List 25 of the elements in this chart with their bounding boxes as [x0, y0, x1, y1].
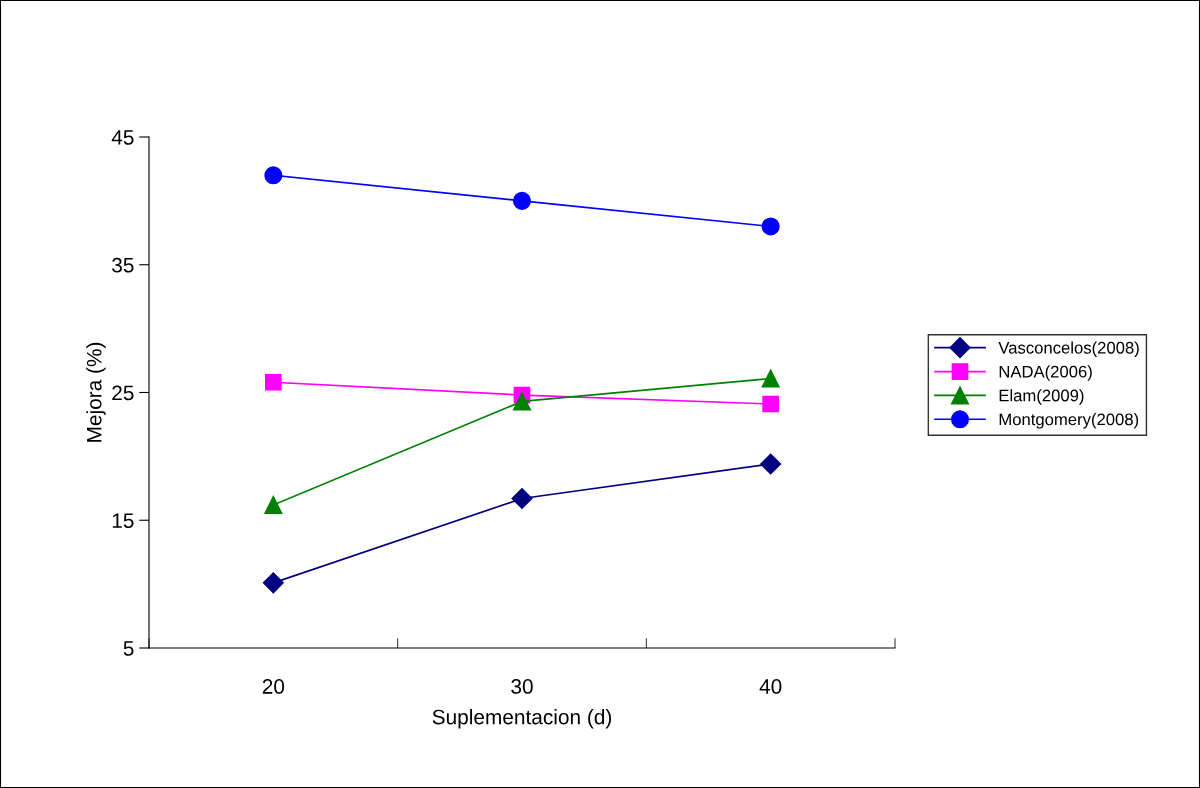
legend-label: NADA(2006)	[999, 365, 1092, 381]
point	[760, 453, 782, 475]
legend-label: Montgomery(2008)	[999, 413, 1139, 429]
y-tick-label: 25	[112, 385, 134, 401]
x-tick-label: 20	[262, 679, 285, 694]
point	[264, 373, 282, 391]
point	[512, 392, 532, 411]
x-tick-label: 40	[759, 679, 782, 694]
point	[262, 572, 284, 594]
point	[512, 191, 532, 210]
point	[761, 369, 780, 388]
y-tick-label: 45	[111, 130, 134, 145]
point	[264, 166, 283, 185]
y-tick-label: 15	[112, 513, 134, 528]
point	[762, 395, 780, 413]
y-axis-title: Mejora (%)	[86, 342, 106, 442]
x-axis-title: Suplementacion (d)	[432, 709, 612, 729]
legend-label: Elam(2009)	[999, 389, 1084, 405]
point	[761, 217, 780, 236]
legend-label: Vasconcelos(2008)	[998, 341, 1139, 357]
y-tick-label: 5	[123, 641, 134, 656]
x-tick-label: 30	[511, 679, 533, 694]
point	[511, 488, 533, 510]
point	[264, 495, 283, 514]
y-tick-label: 35	[112, 257, 134, 273]
